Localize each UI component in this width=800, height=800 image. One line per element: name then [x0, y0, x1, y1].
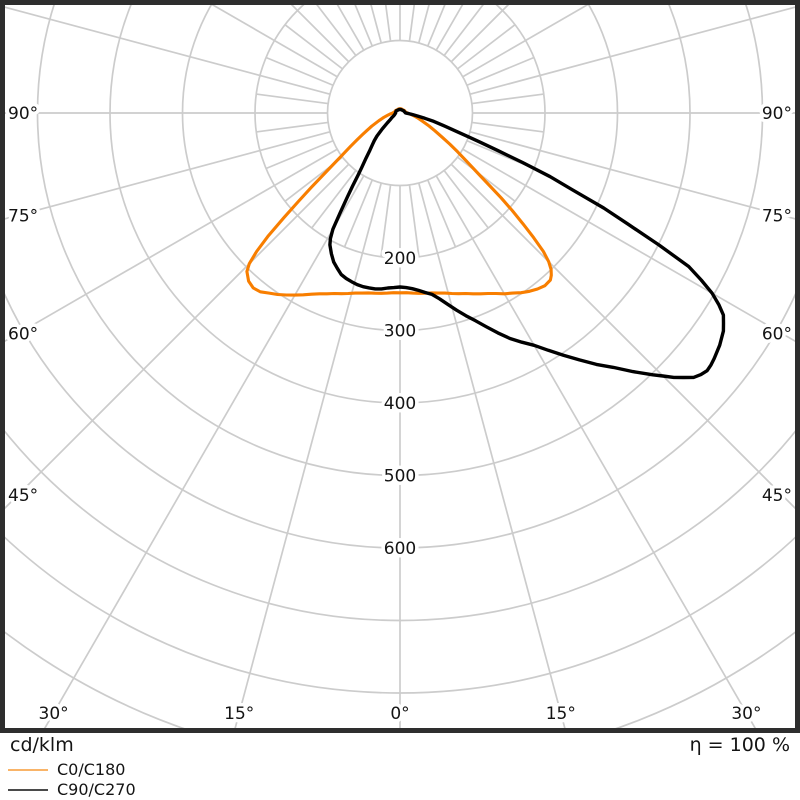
grid-radial-minor [343, 179, 374, 248]
angle-label-bottom: 30° [39, 704, 69, 724]
efficiency-label: η = 100 % [689, 734, 790, 756]
grid-radial-minor [466, 56, 535, 87]
grid-radial-major [41, 175, 365, 733]
grid-radial-major [450, 163, 800, 515]
angle-label-left: 60° [8, 325, 38, 345]
angle-label-left: 45° [8, 486, 38, 506]
grid-radial-minor [384, 0, 392, 42]
angle-label-bottom: 30° [731, 704, 761, 724]
grid-radial-major [0, 4, 331, 96]
grid-radial-minor [457, 156, 516, 202]
angle-label-right: 60° [762, 325, 792, 345]
ring-label: 600 [384, 539, 416, 559]
grid-radial-minor [471, 121, 544, 133]
grid-radial-minor [352, 0, 374, 47]
grid-radial-minor [312, 0, 357, 56]
grid-radial-major [469, 4, 800, 96]
grid-radial-major [232, 182, 383, 733]
ring-label: 200 [384, 249, 416, 269]
footer-top-row: cd/klm η = 100 % [10, 734, 790, 756]
grid-radial-minor [256, 121, 329, 133]
legend-label-c0-c180: C0/C180 [57, 760, 126, 779]
legend-swatch-c0-c180-icon [8, 769, 48, 771]
angle-label-bottom: 0° [390, 704, 409, 724]
angle-label-right: 45° [762, 486, 792, 506]
grid-radial-major [417, 182, 568, 733]
curve-c90-c270 [328, 107, 726, 380]
grid-radial-major [0, 163, 350, 515]
angle-label-bottom: 15° [546, 704, 576, 724]
units-label: cd/klm [10, 734, 74, 756]
grid-radial-minor [408, 184, 420, 257]
ring-label: 500 [384, 467, 416, 487]
grid-radial-major [462, 148, 800, 345]
angle-label-right: 90° [762, 104, 792, 124]
legend-label-c90-c270: C90/C270 [57, 780, 136, 799]
grid-radial-minor [457, 24, 516, 70]
angle-label-left: 90° [8, 104, 38, 124]
grid-radial-minor [284, 24, 343, 70]
grid-radial-major [0, 148, 338, 345]
curve-c0-c180 [245, 107, 553, 297]
grid-radial-minor [265, 56, 334, 87]
angle-label-bottom: 15° [224, 704, 254, 724]
grid-radial-minor [408, 0, 416, 42]
legend-swatch-c90-c270-icon [8, 789, 48, 791]
grid-radial-minor [426, 179, 457, 248]
grid-radial-minor [380, 184, 392, 257]
grid-radial-major [0, 130, 331, 222]
angle-label-right: 75° [762, 206, 792, 226]
grid-radial-minor [311, 170, 357, 229]
grid-radial-minor [443, 170, 489, 229]
chart-frame [0, 0, 800, 733]
grid-radial-minor [426, 0, 448, 47]
grid-radial-minor [256, 93, 329, 105]
grid-radial-major [435, 175, 759, 733]
legend: C0/C180 C90/C270 [8, 760, 136, 800]
grid-radial-minor [471, 93, 544, 105]
angle-label-left: 75° [8, 206, 38, 226]
polar-chart-canvas: 200 300 400 500 600 90° 90° 75° 75° 60° 60° 45° 45° 3… [0, 0, 800, 733]
grid-radial-minor [443, 0, 488, 56]
ring-label: 400 [384, 394, 416, 414]
grid-radial-major [469, 130, 800, 222]
grid-radial-minor [265, 139, 334, 170]
legend-item: C0/C180 [8, 760, 136, 780]
ring-label: 300 [384, 322, 416, 342]
grid-circle [326, 39, 474, 187]
legend-item: C90/C270 [8, 780, 136, 800]
footer: cd/klm η = 100 % C0/C180 C90/C270 [0, 733, 800, 800]
